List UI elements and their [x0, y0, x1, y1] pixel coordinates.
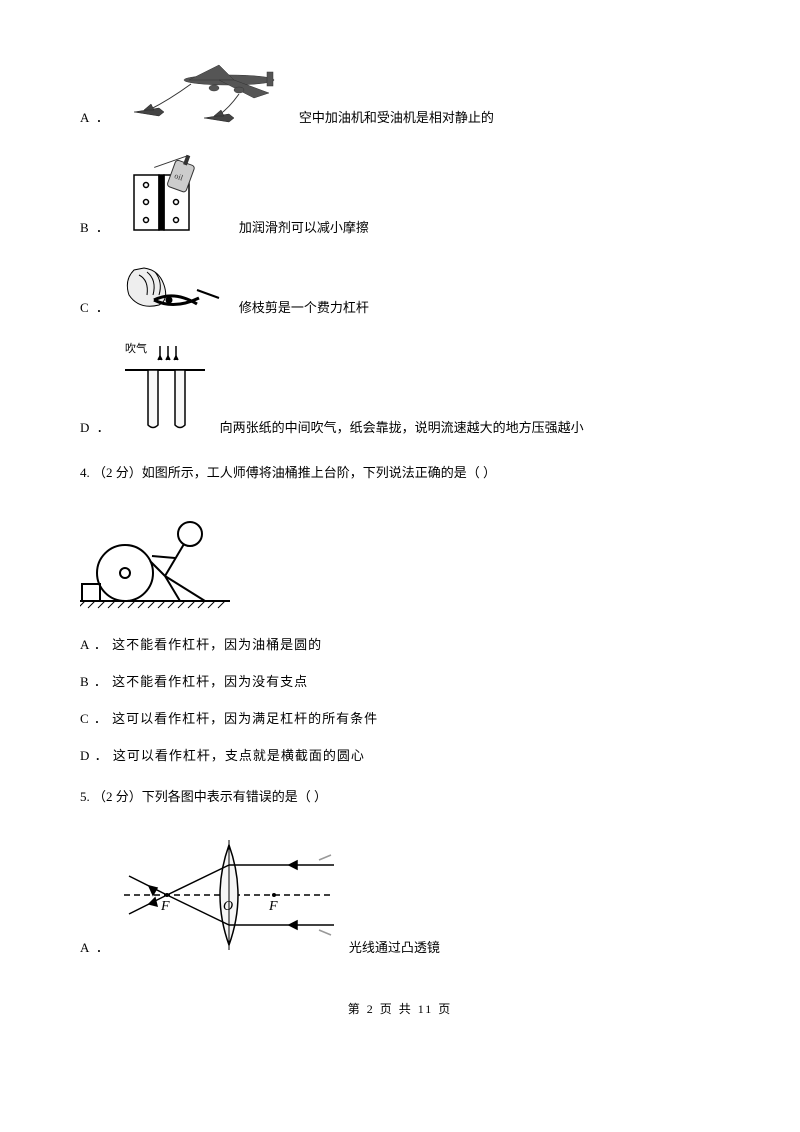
q4-option-b: B ． 这不能看作杠杆，因为没有支点 — [80, 671, 720, 690]
figure-planes — [119, 60, 289, 130]
q3-option-b: B ． oil — [80, 150, 720, 240]
q4-stem: 4. （2 分）如图所示，工人师傅将油桶推上台阶，下列说法正确的是（ ） — [80, 460, 720, 486]
q3-option-c: C ． 修枝剪是一个费力杠杆 — [80, 260, 720, 320]
option-label: A ． — [80, 107, 111, 130]
figure-shears — [119, 260, 229, 320]
figure-papers: 吹气 — [120, 340, 210, 440]
q5-option-a: A ． F O F — [80, 830, 720, 960]
option-text: 光线通过凸透镜 — [349, 937, 440, 960]
page: A ． — [0, 0, 800, 1057]
q3-option-a: A ． — [80, 60, 720, 130]
figure-barrel — [80, 506, 720, 616]
option-label: A ． — [80, 937, 111, 960]
q4-option-a: A ． 这不能看作杠杆，因为油桶是圆的 — [80, 634, 720, 653]
q5-stem: 5. （2 分）下列各图中表示有错误的是（ ） — [80, 784, 720, 810]
svg-text:F: F — [268, 899, 278, 914]
page-footer: 第 2 页 共 11 页 — [80, 1000, 720, 1017]
q3-option-d: D ． 吹气 向两张纸的中间吹气，纸会靠拢，说明流速越大的地方压强越小 — [80, 340, 720, 440]
option-text: 空中加油机和受油机是相对静止的 — [299, 107, 494, 130]
figure-hinge: oil — [119, 150, 229, 240]
option-label: D ． — [80, 417, 112, 440]
figure-lens: F O F — [119, 830, 339, 960]
option-text: 向两张纸的中间吹气，纸会靠拢，说明流速越大的地方压强越小 — [220, 417, 584, 440]
option-label: C ． — [80, 297, 111, 320]
option-text: 加润滑剂可以减小摩擦 — [239, 217, 369, 240]
q4-option-d: D ． 这可以看作杠杆，支点就是横截面的圆心 — [80, 745, 720, 764]
option-label: B ． — [80, 217, 111, 240]
q4-option-c: C ． 这可以看作杠杆，因为满足杠杆的所有条件 — [80, 708, 720, 727]
svg-text:O: O — [223, 899, 233, 914]
option-text: 修枝剪是一个费力杠杆 — [239, 297, 369, 320]
svg-text:吹气: 吹气 — [125, 341, 147, 355]
svg-text:F: F — [160, 899, 170, 914]
